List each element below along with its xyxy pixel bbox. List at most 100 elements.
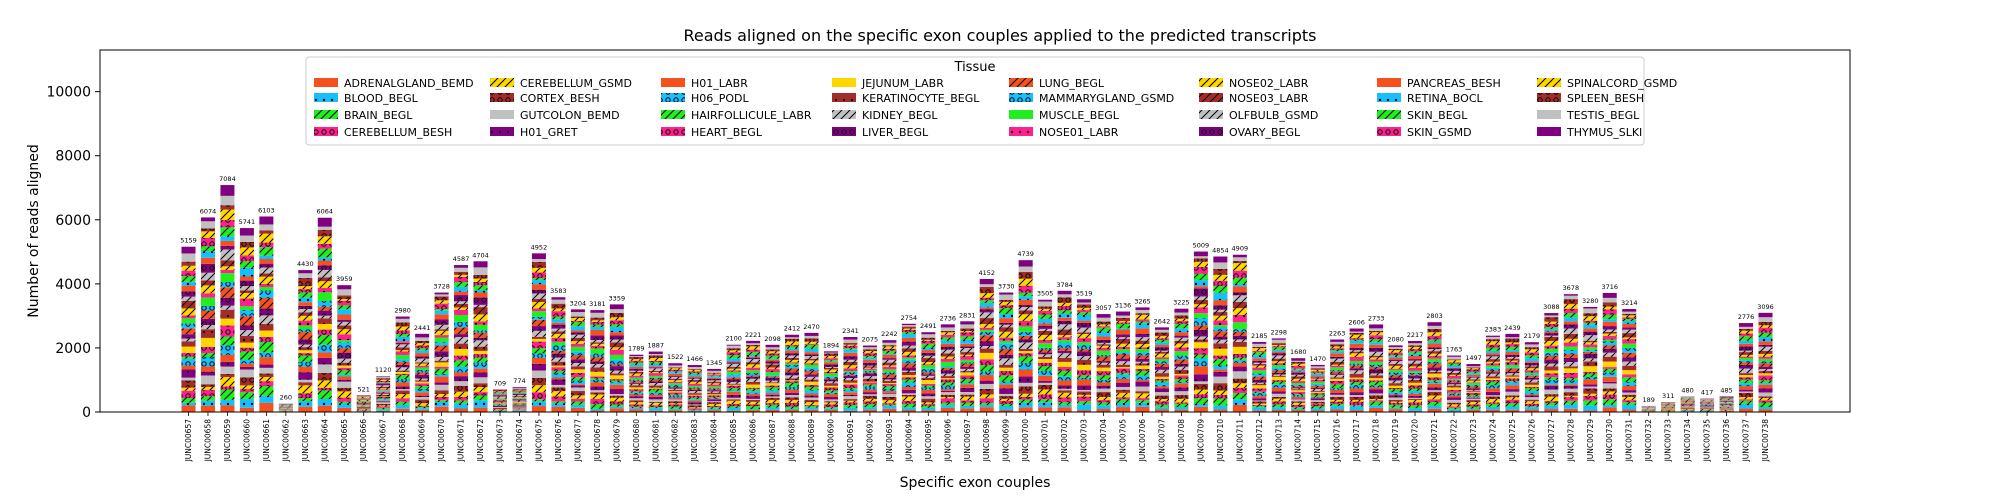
bar-segment (1602, 388, 1617, 392)
bar-segment (181, 291, 196, 297)
bar-total-label: 3519 (1076, 289, 1093, 297)
bar-segment (1271, 404, 1286, 408)
legend-label: H06_PODL (691, 92, 750, 105)
bar-segment (999, 381, 1014, 385)
bar-total-label: 2075 (862, 336, 879, 344)
bar-segment (1038, 328, 1053, 331)
bar-segment (1310, 397, 1325, 399)
bar-segment (1505, 389, 1520, 392)
bar-stack (1349, 328, 1364, 412)
x-tick-label: JUNC00682 (671, 419, 680, 463)
bar-segment (492, 394, 508, 396)
bar-segment (1427, 351, 1442, 354)
bar-segment (1330, 378, 1345, 381)
bar-segment (1544, 389, 1559, 395)
bar-segment (999, 340, 1014, 344)
x-tick-label: JUNC00731 (1625, 419, 1634, 463)
x-tick-label: JUNC00657 (184, 419, 193, 463)
bar-segment (434, 330, 449, 336)
bar-segment (1018, 351, 1033, 354)
bar-segment (1271, 343, 1286, 346)
bar-segment (200, 353, 215, 357)
bar-total-label: 189 (1642, 396, 1654, 404)
bar-segment (609, 406, 624, 409)
bar-segment (1544, 402, 1559, 406)
bar-segment (804, 344, 819, 349)
bar-segment (1116, 399, 1131, 403)
x-tick-label: JUNC00714 (1294, 419, 1303, 463)
bar-segment (1388, 350, 1403, 353)
bar-segment (512, 401, 527, 403)
bar-segment (1271, 365, 1286, 368)
bar-segment (1213, 268, 1228, 275)
bar-segment (434, 300, 449, 304)
bar-segment (979, 278, 994, 285)
bar-segment (200, 285, 215, 294)
legend-item: JEJUNUM_LABR (832, 77, 944, 90)
bar-total-label: 2642 (1154, 317, 1171, 325)
bar-segment (609, 395, 624, 398)
bar-segment (1232, 314, 1247, 323)
bar-total-label: 311 (1662, 392, 1674, 400)
bar-segment (1116, 352, 1131, 355)
bar-segment (629, 371, 644, 374)
bar-segment (298, 305, 313, 310)
bar-segment (979, 329, 994, 332)
bar-segment (785, 375, 800, 379)
bar-segment (1739, 340, 1754, 344)
bar-segment (1330, 361, 1345, 365)
bar-segment (1446, 384, 1462, 386)
x-tick-label: JUNC00702 (1060, 419, 1069, 463)
bar-segment (668, 391, 683, 393)
bar-segment (200, 405, 215, 412)
bar-segment (668, 394, 683, 396)
bar-segment (648, 408, 663, 411)
bar-segment (1680, 401, 1695, 403)
bar-segment (1446, 395, 1462, 398)
bar-segment (785, 362, 800, 364)
bar-segment (1096, 327, 1111, 332)
bar-segment (1213, 405, 1228, 410)
bar-segment (1505, 385, 1520, 390)
bar-segment (746, 354, 761, 357)
bar-total-label: 1789 (628, 345, 645, 353)
bar-segment (337, 314, 352, 320)
bar-segment (726, 362, 741, 364)
bar-segment (726, 383, 741, 385)
bar-segment (823, 379, 838, 382)
bar-segment (1680, 398, 1695, 400)
bar-segment (1758, 366, 1773, 370)
bar-segment (415, 399, 430, 404)
bar-stack (1018, 260, 1033, 412)
bar-segment (1057, 380, 1072, 386)
legend-swatch (1537, 127, 1561, 136)
bar-segment (590, 339, 605, 343)
bar-segment (1193, 296, 1208, 301)
bar-segment (317, 315, 332, 319)
bar-segment (492, 407, 508, 409)
bar-segment (1057, 329, 1072, 336)
bar-segment (454, 271, 469, 275)
bar-segment (1038, 306, 1053, 309)
bar-segment (882, 405, 897, 409)
bar-segment (1524, 365, 1539, 367)
bar-segment (1135, 363, 1150, 366)
bar-segment (1583, 384, 1598, 387)
bar-total-label: 709 (494, 379, 506, 387)
bar-segment (1310, 364, 1325, 367)
bar-segment (687, 376, 702, 378)
bar-segment (1446, 370, 1462, 373)
bar-segment (1388, 394, 1403, 396)
bar-segment (1038, 301, 1053, 307)
bar-segment (1369, 407, 1384, 412)
bar-segment (298, 401, 313, 407)
bar-segment (726, 345, 741, 349)
bar-segment (629, 357, 644, 360)
bar-segment (1758, 373, 1773, 376)
bar-segment (726, 400, 741, 405)
x-tick-label: JUNC00683 (690, 419, 699, 463)
bar-segment (785, 372, 800, 376)
bar-segment (1077, 314, 1092, 321)
bar-segment (337, 387, 352, 392)
bar-segment (765, 396, 780, 398)
